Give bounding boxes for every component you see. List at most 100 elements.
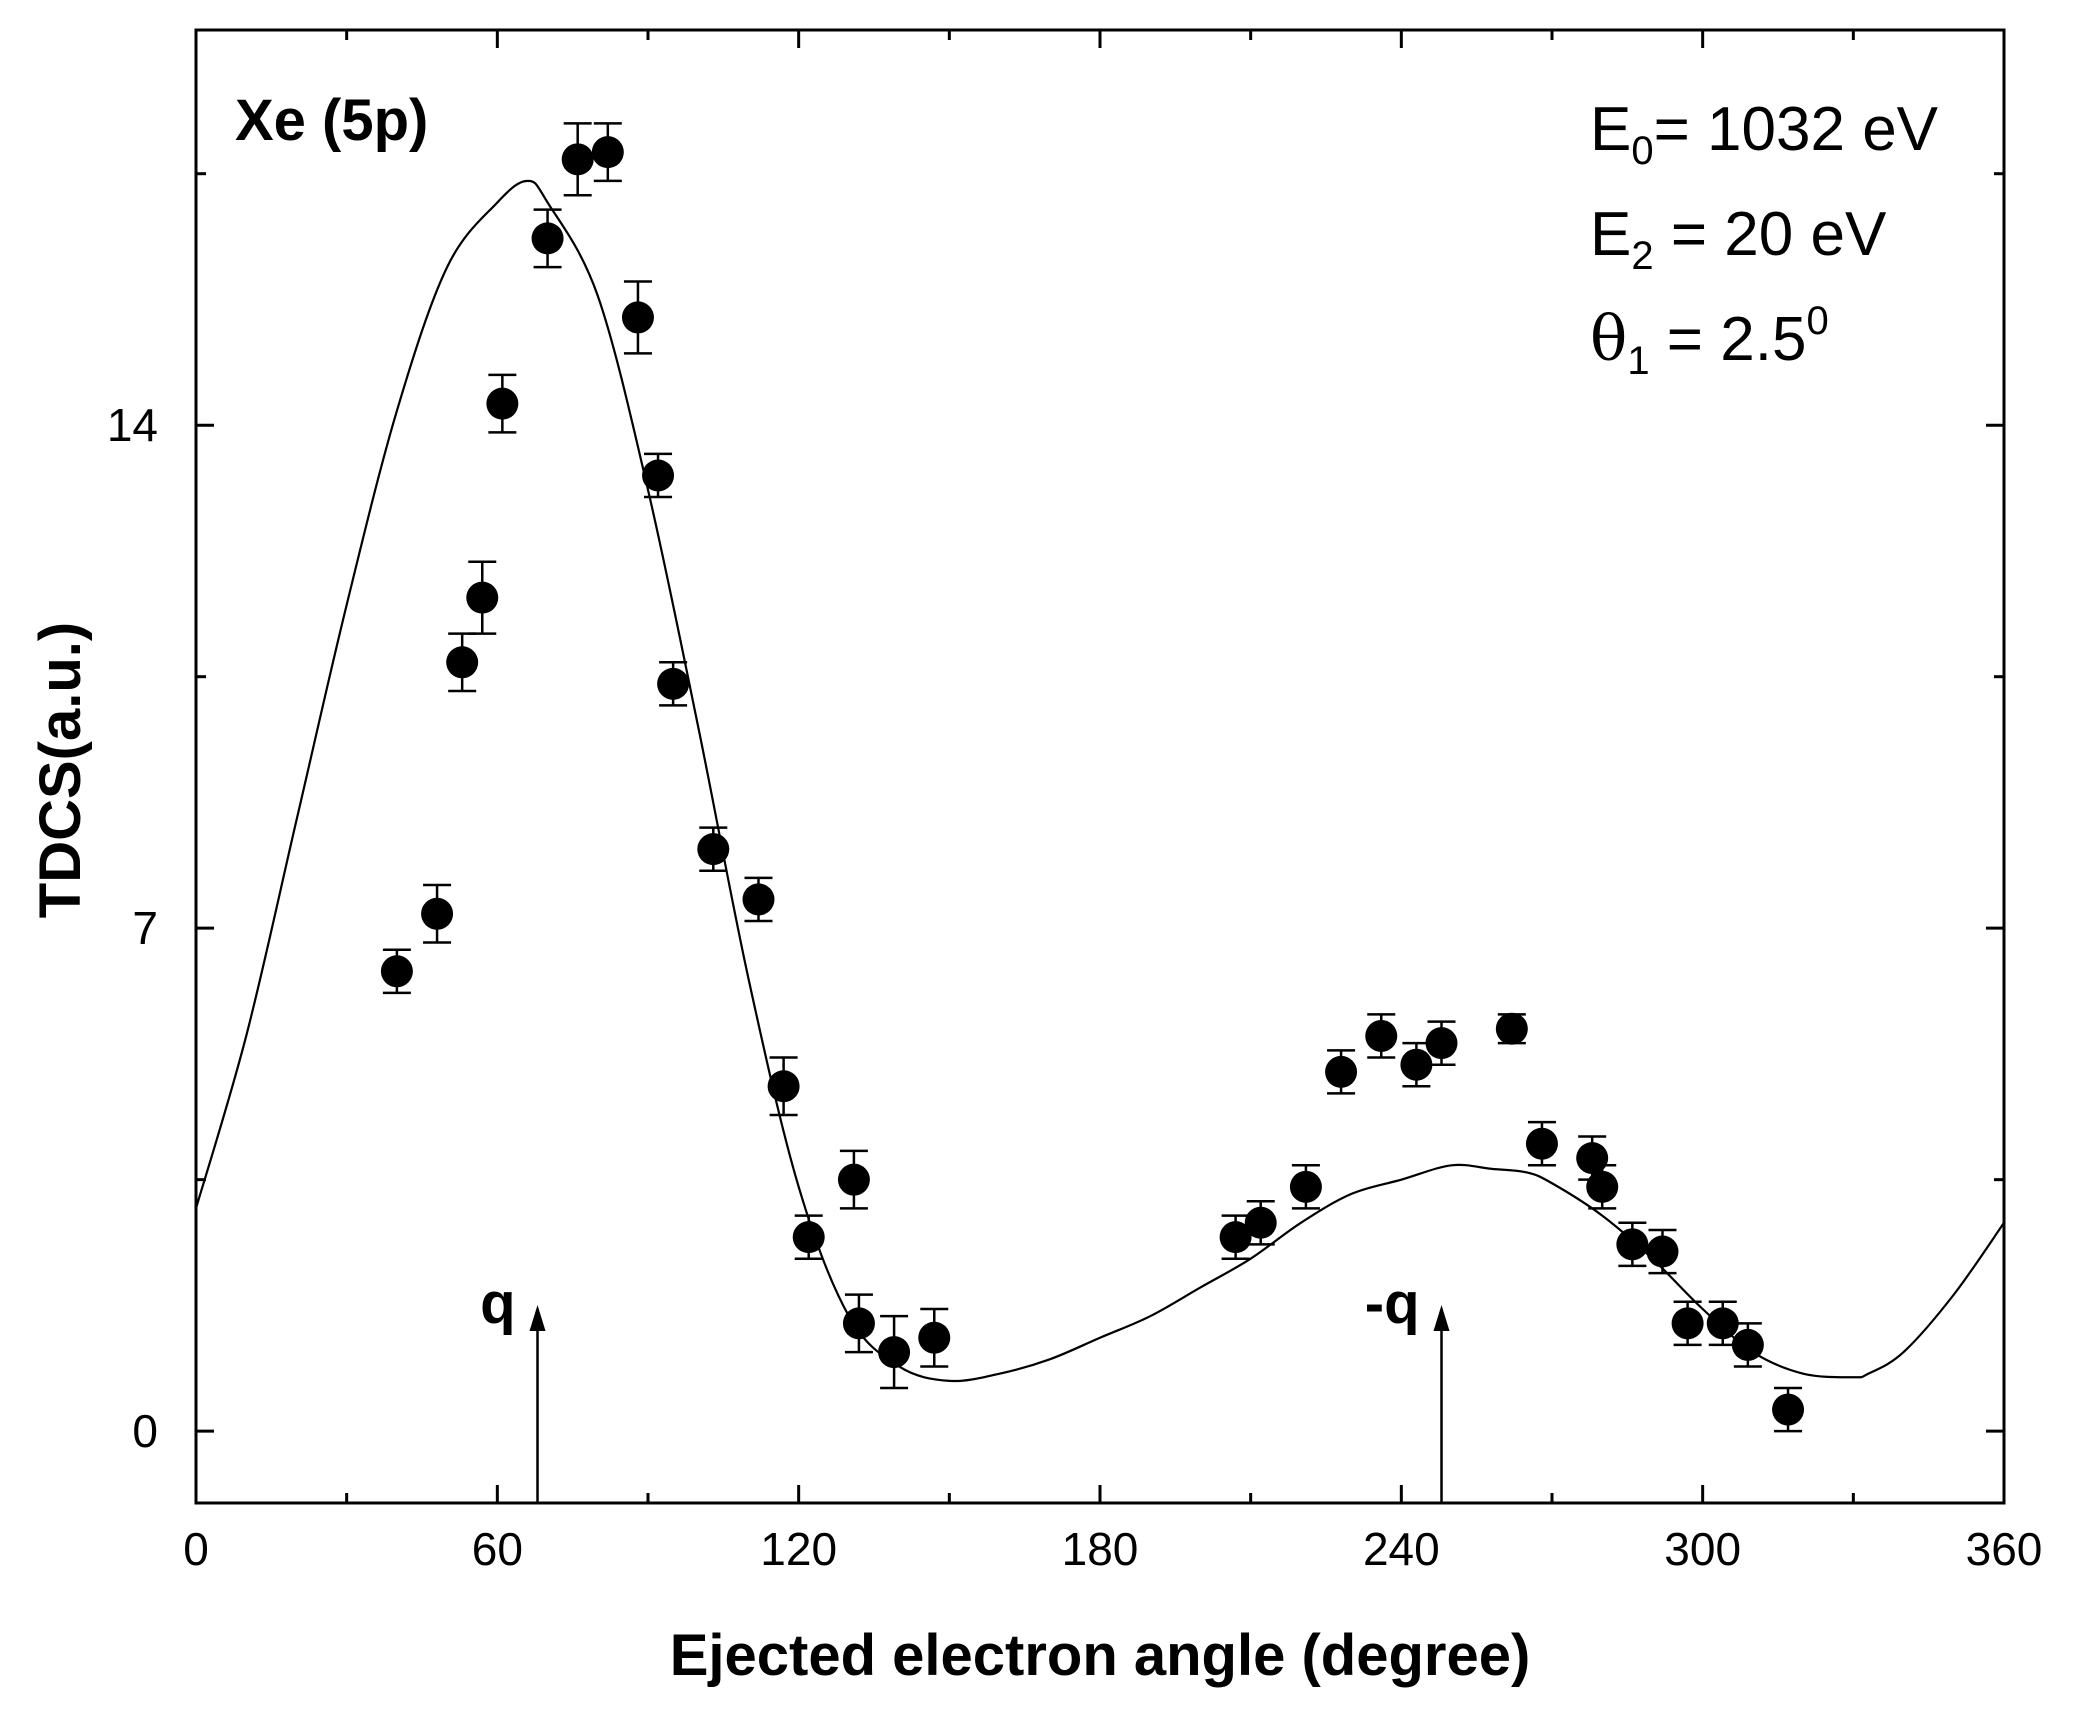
data-point xyxy=(642,452,675,499)
data-point xyxy=(842,1293,875,1354)
marker xyxy=(621,301,654,334)
y-tick-label: 7 xyxy=(132,902,158,954)
target-label: Xe (5p) xyxy=(235,88,428,153)
y-tick-label: 14 xyxy=(107,399,158,451)
data-point xyxy=(878,1314,911,1390)
data-point xyxy=(1646,1228,1679,1275)
param-line: E2 = 20 eV xyxy=(1590,200,1887,278)
data-point xyxy=(1586,1164,1619,1210)
marker xyxy=(1646,1235,1679,1268)
x-tick-label: 300 xyxy=(1664,1523,1741,1575)
x-tick-label: 120 xyxy=(760,1523,837,1575)
marker xyxy=(742,883,775,916)
marker xyxy=(918,1321,951,1354)
marker xyxy=(1365,1019,1398,1052)
marker xyxy=(1586,1170,1619,1203)
marker xyxy=(837,1163,870,1196)
marker xyxy=(1731,1328,1764,1361)
theory-curve xyxy=(194,179,2005,1383)
data-point xyxy=(1325,1049,1358,1095)
marker xyxy=(380,955,413,988)
param-symbol: E xyxy=(1590,200,1631,269)
data-point xyxy=(742,876,775,923)
data-point xyxy=(657,661,690,707)
marker xyxy=(486,387,519,420)
y-tick-label: 0 xyxy=(132,1405,158,1457)
data-point xyxy=(1244,1199,1277,1246)
x-tick-label: 240 xyxy=(1363,1523,1440,1575)
data-point xyxy=(1219,1214,1252,1260)
y-axis-title: TDCS(a.u.) xyxy=(28,622,93,918)
data-points xyxy=(380,122,1805,1433)
marker xyxy=(842,1307,875,1340)
marker xyxy=(642,459,675,492)
param-subscript: 1 xyxy=(1627,339,1649,383)
x-tick-label: 360 xyxy=(1966,1523,2043,1575)
data-point xyxy=(792,1214,825,1260)
data-point xyxy=(1495,1012,1528,1045)
data-point xyxy=(697,826,730,872)
param-line: E0= 1032 eV xyxy=(1590,95,1939,173)
data-point xyxy=(1772,1386,1805,1433)
x-tick-label: 180 xyxy=(1062,1523,1139,1575)
marker xyxy=(421,897,454,930)
param-symbol: E xyxy=(1590,95,1631,164)
marker xyxy=(1772,1393,1805,1426)
data-point xyxy=(1616,1221,1649,1268)
marker xyxy=(1495,1012,1528,1045)
x-tick-label: 60 xyxy=(472,1523,523,1575)
marker xyxy=(591,136,624,169)
momentum-arrows: q -q xyxy=(480,1271,1450,1503)
data-point xyxy=(1731,1322,1764,1368)
data-point xyxy=(621,280,654,355)
data-point xyxy=(380,948,413,995)
data-point xyxy=(591,122,624,183)
param-value: = 1032 eV xyxy=(1654,95,1939,164)
marker xyxy=(697,833,730,866)
x-tick-labels: 0 60 120 180 240 300 360 xyxy=(183,1523,2042,1575)
param-value: = 20 eV xyxy=(1654,200,1887,269)
marker xyxy=(1616,1228,1649,1261)
data-point xyxy=(421,883,454,944)
axis-ticks xyxy=(194,30,2006,1503)
data-point xyxy=(1365,1013,1398,1059)
param-superscript: 0 xyxy=(1806,299,1828,343)
marker xyxy=(1244,1206,1277,1239)
arrow-q: q xyxy=(480,1271,546,1503)
data-point xyxy=(1289,1164,1322,1210)
arrow-label: q xyxy=(480,1271,515,1336)
arrow-head xyxy=(529,1304,546,1331)
data-point xyxy=(1525,1120,1558,1167)
data-point xyxy=(1400,1041,1433,1088)
marker xyxy=(657,667,690,700)
marker xyxy=(792,1221,825,1254)
param-symbol: θ xyxy=(1590,302,1627,375)
marker xyxy=(1425,1027,1458,1060)
marker xyxy=(561,143,594,176)
marker xyxy=(446,646,479,679)
data-point xyxy=(561,122,594,197)
marker xyxy=(531,222,564,255)
param-subscript: 0 xyxy=(1631,129,1653,173)
arrow-label: -q xyxy=(1365,1271,1420,1336)
y-tick-labels: 0 7 14 xyxy=(107,399,158,1457)
data-point xyxy=(767,1056,800,1117)
marker xyxy=(1289,1170,1322,1203)
marker xyxy=(878,1336,911,1369)
marker xyxy=(1706,1307,1739,1340)
data-point xyxy=(486,373,519,434)
data-point xyxy=(918,1307,951,1368)
param-line: θ1 = 2.50 xyxy=(1590,299,1829,383)
marker xyxy=(767,1070,800,1103)
data-point xyxy=(837,1149,870,1210)
marker xyxy=(1325,1055,1358,1088)
data-point xyxy=(1425,1020,1458,1066)
marker xyxy=(1400,1048,1433,1081)
data-point xyxy=(446,632,479,693)
param-value: = 2.5 xyxy=(1650,305,1807,374)
data-point xyxy=(531,208,564,269)
x-tick-label: 0 xyxy=(183,1523,209,1575)
